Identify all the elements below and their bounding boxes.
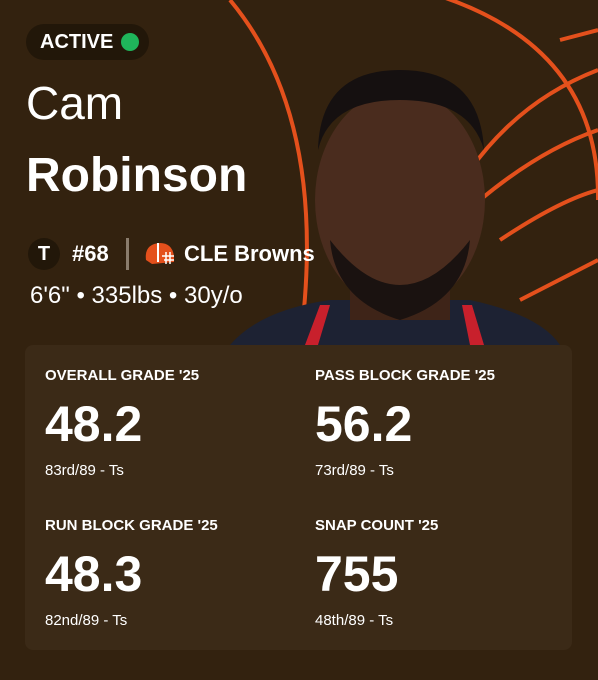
stat-rank: 48th/89 - Ts: [315, 612, 394, 629]
status-text: ACTIVE: [40, 31, 114, 53]
background-art: [228, 0, 598, 345]
stat-label: PASS BLOCK GRADE '25: [315, 367, 495, 384]
bio: 6'6" • 335lbs • 30y/o: [30, 282, 243, 309]
jersey-number: #68: [72, 241, 109, 266]
stat-label: SNAP COUNT '25: [315, 517, 439, 534]
stat-rank: 82nd/89 - Ts: [45, 612, 128, 629]
divider: [126, 238, 129, 270]
stat-value: 48.3: [45, 546, 143, 602]
stat-rank: 83rd/89 - Ts: [45, 462, 124, 479]
team-logo: [145, 243, 174, 264]
stat-label: RUN BLOCK GRADE '25: [45, 517, 218, 534]
player-photo: [230, 70, 560, 345]
team-name: CLE Browns: [184, 241, 315, 266]
status-dot: [121, 33, 140, 51]
stat-value: 56.2: [315, 396, 413, 452]
status-badge: ACTIVE: [26, 24, 150, 60]
stats-panel: [25, 345, 572, 650]
stat-rank: 73rd/89 - Ts: [315, 462, 394, 479]
stat-label: OVERALL GRADE '25: [45, 367, 200, 384]
stat-value: 755: [315, 546, 399, 602]
helmet-logo: [228, 0, 598, 345]
last-name: Robinson: [26, 149, 248, 202]
position: T: [28, 238, 60, 270]
first-name: Cam: [26, 77, 124, 129]
stat-value: 48.2: [45, 396, 143, 452]
